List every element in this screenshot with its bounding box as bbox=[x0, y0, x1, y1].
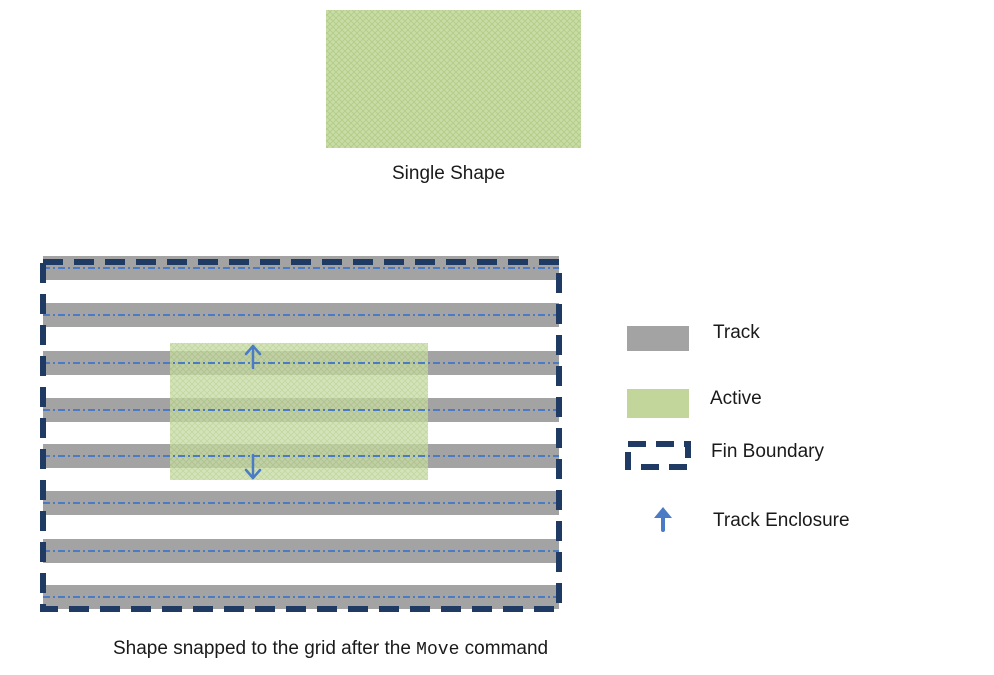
single-active-shape bbox=[326, 10, 581, 148]
track-centerline-group bbox=[43, 267, 559, 598]
move-command-label: Move bbox=[416, 640, 460, 660]
caption-prefix: Shape snapped to the grid after the bbox=[113, 638, 417, 659]
single-shape-caption: Single Shape bbox=[392, 163, 506, 184]
legend-track-swatch bbox=[627, 326, 689, 351]
snapped-active-shape bbox=[170, 343, 428, 480]
grid-figure-caption: Shape snapped to the grid after the Move… bbox=[113, 638, 548, 660]
legend-active-label: Active bbox=[710, 388, 762, 409]
legend-up-arrow-icon bbox=[654, 507, 672, 532]
track-enclosure-down-arrow-icon bbox=[244, 453, 262, 480]
legend-track-label: Track bbox=[713, 322, 760, 343]
legend-active-swatch bbox=[627, 389, 689, 418]
legend-fin-boundary-swatch bbox=[625, 441, 691, 470]
fin-boundary bbox=[40, 259, 562, 612]
legend-fin-boundary-label: Fin Boundary bbox=[711, 441, 825, 462]
legend-track-enclosure-label: Track Enclosure bbox=[713, 510, 850, 531]
caption-suffix: command bbox=[459, 638, 549, 659]
track-enclosure-up-arrow-icon bbox=[244, 344, 262, 370]
